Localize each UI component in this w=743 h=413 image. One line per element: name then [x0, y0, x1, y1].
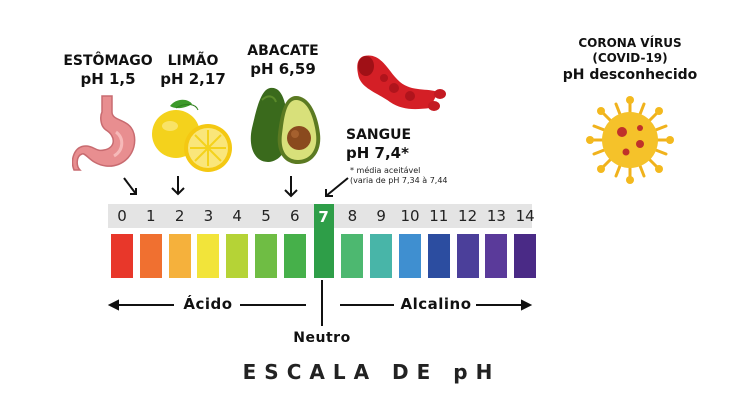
scale-swatch-11 — [427, 234, 450, 278]
scale-number-9: 9 — [376, 207, 386, 225]
avocado-icon — [250, 87, 321, 164]
stomach-name: ESTÔMAGO — [63, 53, 153, 69]
scale-number-6: 6 — [290, 207, 300, 225]
scale-number-10: 10 — [400, 207, 420, 225]
scale-number-8: 8 — [347, 207, 358, 225]
blood-cell-icon — [357, 55, 446, 111]
scale-number-0: 0 — [117, 207, 127, 225]
scale-swatch-12 — [456, 234, 479, 278]
scale-swatch-2 — [168, 234, 191, 278]
scale-swatch-14 — [514, 234, 537, 278]
stomach-ph: pH 1,5 — [80, 70, 136, 88]
scale-number-3: 3 — [203, 207, 214, 225]
scale-swatch-13 — [485, 234, 508, 278]
scale-swatch-9 — [370, 234, 393, 278]
lemon-ph: pH 2,17 — [160, 70, 226, 88]
scale-swatch-0 — [111, 234, 133, 278]
blood-name: SANGUE — [346, 127, 412, 143]
corona-name: CORONA VÍRUS — [578, 36, 682, 50]
scale-swatch-5 — [255, 234, 277, 278]
scale-number-2: 2 — [174, 207, 185, 225]
scale-number-12: 12 — [458, 207, 478, 225]
arrow-lemon — [171, 176, 185, 196]
scale-number-13: 13 — [486, 207, 506, 225]
arrow-stomach — [123, 177, 137, 195]
arrow-avocado — [284, 176, 298, 198]
scale-swatch-1 — [139, 234, 162, 278]
corona-label: CORONA VÍRUS (COVID-19) pH desconhecido — [555, 36, 705, 84]
scale-swatch-10 — [399, 234, 421, 278]
avocado-label: ABACATE pH 6,59 — [238, 42, 328, 78]
avocado-ph: pH 6,59 — [250, 60, 316, 78]
blood-note: * média aceitável (varia de pH 7,34 à 7,… — [350, 166, 448, 186]
scale-swatch-8 — [341, 234, 364, 278]
scale-number-5: 5 — [261, 207, 271, 225]
scale-number-1: 1 — [146, 207, 156, 225]
scale-number-14: 14 — [515, 207, 535, 225]
scale-neutral-7: 7 — [313, 204, 334, 278]
scale-swatch-6 — [283, 234, 306, 278]
scale-number-4: 4 — [232, 207, 242, 225]
stomach-icon — [72, 95, 136, 171]
coronavirus-icon — [586, 96, 674, 184]
lemon-icon — [152, 99, 232, 172]
corona-sub: (COVID-19) — [592, 51, 668, 65]
blood-note-2: (varia de pH 7,34 à 7,44 — [350, 176, 448, 185]
stomach-label: ESTÔMAGO pH 1,5 — [58, 52, 158, 88]
scale-swatch-3 — [197, 234, 220, 278]
arrow-blood — [325, 177, 349, 197]
page-title: ESCALA DE pH — [242, 360, 501, 384]
lemon-name: LIMÃO — [167, 53, 219, 69]
lemon-label: LIMÃO pH 2,17 — [148, 52, 238, 88]
blood-label: SANGUE pH 7,4* — [346, 126, 436, 162]
scale-swatch-4 — [226, 234, 249, 278]
scale-number-11: 11 — [429, 207, 449, 225]
alkaline-label: Alcalino — [400, 295, 472, 313]
corona-ph: pH desconhecido — [562, 67, 698, 83]
scale-number-7: 7 — [318, 208, 329, 226]
neutral-label: Neutro — [293, 330, 351, 346]
blood-note-1: * média aceitável — [350, 166, 421, 175]
avocado-name: ABACATE — [247, 43, 319, 59]
blood-ph: pH 7,4* — [346, 144, 409, 162]
acid-label: Ácido — [183, 295, 233, 313]
